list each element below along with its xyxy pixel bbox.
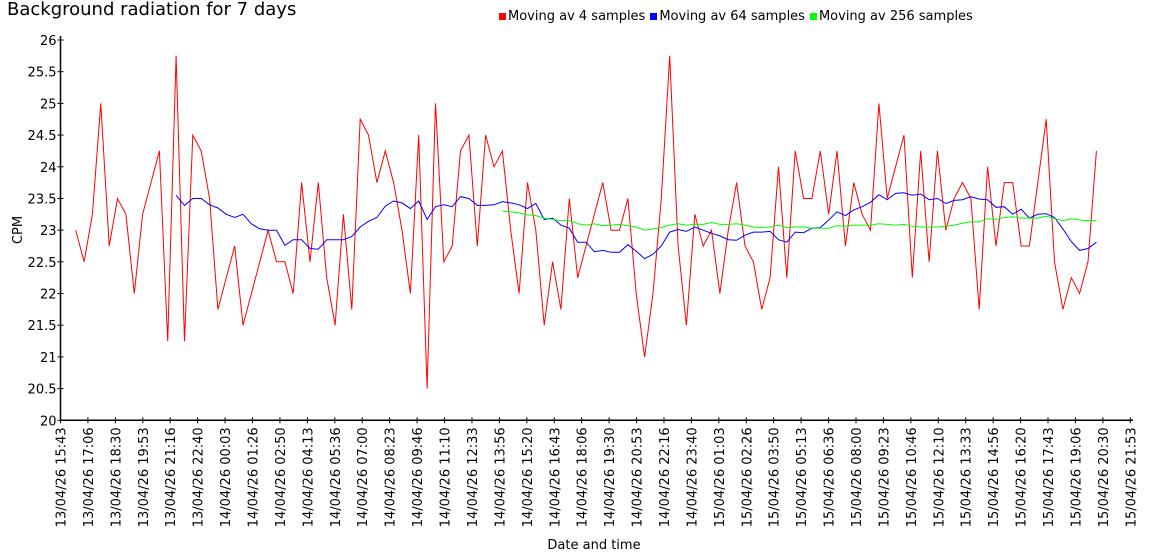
x-tick-label: 15/04/26 06:36 <box>823 427 838 527</box>
x-tick-label: 14/04/26 22:16 <box>658 427 673 527</box>
series-line-3 <box>502 210 1097 231</box>
y-tick-label: 24.5 <box>28 129 57 144</box>
y-tick-label: 25 <box>40 97 57 112</box>
x-tick-label: 13/04/26 21:16 <box>164 427 179 527</box>
y-tick-label: 22 <box>40 288 57 303</box>
x-tick-label: 14/04/26 16:43 <box>548 427 563 527</box>
y-tick-label: 22.5 <box>28 256 57 271</box>
x-tick-label: 14/04/26 19:30 <box>603 427 618 527</box>
y-tick-label: 20.5 <box>28 383 57 398</box>
x-tick-label: 14/04/26 12:33 <box>466 427 481 527</box>
x-tick-label: 14/04/26 13:56 <box>493 427 508 527</box>
y-tick-label: 23 <box>40 224 57 239</box>
x-axis-label: Date and time <box>547 538 640 553</box>
x-tick-label: 14/04/26 00:03 <box>219 427 234 527</box>
x-tick-label: 14/04/26 05:36 <box>329 427 344 527</box>
y-tick-label: 25.5 <box>28 66 57 81</box>
x-tick-label: 15/04/26 05:13 <box>795 427 810 527</box>
y-tick-label: 23.5 <box>28 192 57 207</box>
x-tick-label: 14/04/26 20:53 <box>631 427 646 527</box>
x-tick-label: 15/04/26 19:06 <box>1069 427 1084 527</box>
legend-swatch-red <box>499 13 506 20</box>
legend-label: Moving av 64 samples <box>659 9 805 24</box>
x-tick-label: 14/04/26 09:46 <box>411 427 426 527</box>
x-tick-label: 15/04/26 21:53 <box>1124 427 1139 527</box>
x-tick-label: 14/04/26 18:06 <box>576 427 591 527</box>
x-tick-label: 14/04/26 01:26 <box>247 427 262 527</box>
y-tick-label: 20 <box>40 414 57 429</box>
y-axis-label: CPM <box>11 216 26 244</box>
x-tick-label: 14/04/26 23:40 <box>685 427 700 527</box>
y-tick-label: 26 <box>40 34 57 49</box>
x-tick-label: 15/04/26 01:03 <box>713 427 728 527</box>
series-line-1 <box>75 55 1097 389</box>
x-tick-label: 15/04/26 13:33 <box>960 427 975 527</box>
series-layer <box>75 55 1097 389</box>
x-tick-label: 15/04/26 02:26 <box>740 427 755 527</box>
x-tick-label: 15/04/26 09:23 <box>877 427 892 527</box>
y-tick-label: 21 <box>40 351 57 366</box>
legend-item-256-samples: Moving av 256 samples <box>809 9 973 24</box>
x-tick-label: 14/04/26 07:00 <box>356 427 371 527</box>
y-tick-label: 24 <box>40 161 57 176</box>
y-tick-label: 21.5 <box>28 319 57 334</box>
axes-layer: 20 20.5 21 21.5 22 22.5 23 23.5 24 24.5 25 25.5 26 13… <box>28 34 1140 527</box>
x-tick-label: 15/04/26 20:30 <box>1097 427 1112 527</box>
x-tick-label: 15/04/26 08:00 <box>850 427 865 527</box>
legend-label: Moving av 256 samples <box>818 9 973 24</box>
chart-title: Background radiation for 7 days <box>7 0 297 20</box>
x-tick-label: 15/04/26 10:46 <box>905 427 920 527</box>
x-tick-label: 14/04/26 04:13 <box>301 427 316 527</box>
legend-item-4-samples: Moving av 4 samples <box>499 9 645 24</box>
x-tick-label: 13/04/26 19:53 <box>137 427 152 527</box>
x-tick-label: 13/04/26 15:43 <box>55 427 70 527</box>
legend: Moving av 4 samples Moving av 64 samples… <box>499 9 978 24</box>
legend-swatch-blue <box>650 13 658 20</box>
x-tick-label: 15/04/26 16:20 <box>1015 427 1030 527</box>
x-tick-label: 14/04/26 08:23 <box>384 427 399 527</box>
x-tick-label: 15/04/26 17:43 <box>1042 427 1057 527</box>
x-tick-label: 15/04/26 03:50 <box>768 427 783 527</box>
series-line-2 <box>175 192 1097 260</box>
x-tick-label: 14/04/26 02:50 <box>274 427 289 527</box>
x-tick-label: 15/04/26 12:10 <box>932 427 947 527</box>
x-tick-label: 13/04/26 18:30 <box>109 427 124 527</box>
legend-label: Moving av 4 samples <box>508 9 646 24</box>
x-tick-label: 14/04/26 11:10 <box>439 427 454 527</box>
legend-item-64-samples: Moving av 64 samples <box>650 9 805 24</box>
legend-swatch-green <box>809 13 817 20</box>
x-tick-label: 14/04/26 15:20 <box>521 427 536 527</box>
x-tick-label: 13/04/26 22:40 <box>192 427 207 527</box>
x-tick-label: 13/04/26 17:06 <box>82 427 97 527</box>
x-tick-label: 15/04/26 14:56 <box>987 427 1002 527</box>
